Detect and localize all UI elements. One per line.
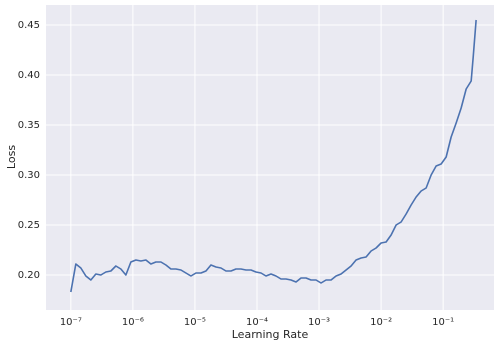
y-tick-label: 0.30: [18, 170, 40, 181]
loss-line: [70, 19, 477, 293]
x-tick-label: 10⁻⁷: [60, 317, 82, 328]
plot-background: [46, 5, 494, 310]
x-tick-label: 10⁻⁵: [184, 317, 206, 328]
x-tick-label: 10⁻⁶: [122, 317, 144, 328]
y-tick-label: 0.40: [18, 70, 40, 81]
y-tick-label: 0.35: [18, 120, 40, 131]
y-tick-label: 0.20: [18, 270, 40, 281]
y-tick-label: 0.25: [18, 220, 40, 231]
y-axis-label: Loss: [5, 145, 18, 169]
x-axis-label: Learning Rate: [232, 328, 309, 341]
x-tick-label: 10⁻¹: [432, 317, 454, 328]
x-tick-label: 10⁻³: [308, 317, 330, 328]
x-tick-label: 10⁻⁴: [246, 317, 268, 328]
x-tick-label: 10⁻²: [370, 317, 392, 328]
y-tick-label: 0.45: [18, 20, 40, 31]
